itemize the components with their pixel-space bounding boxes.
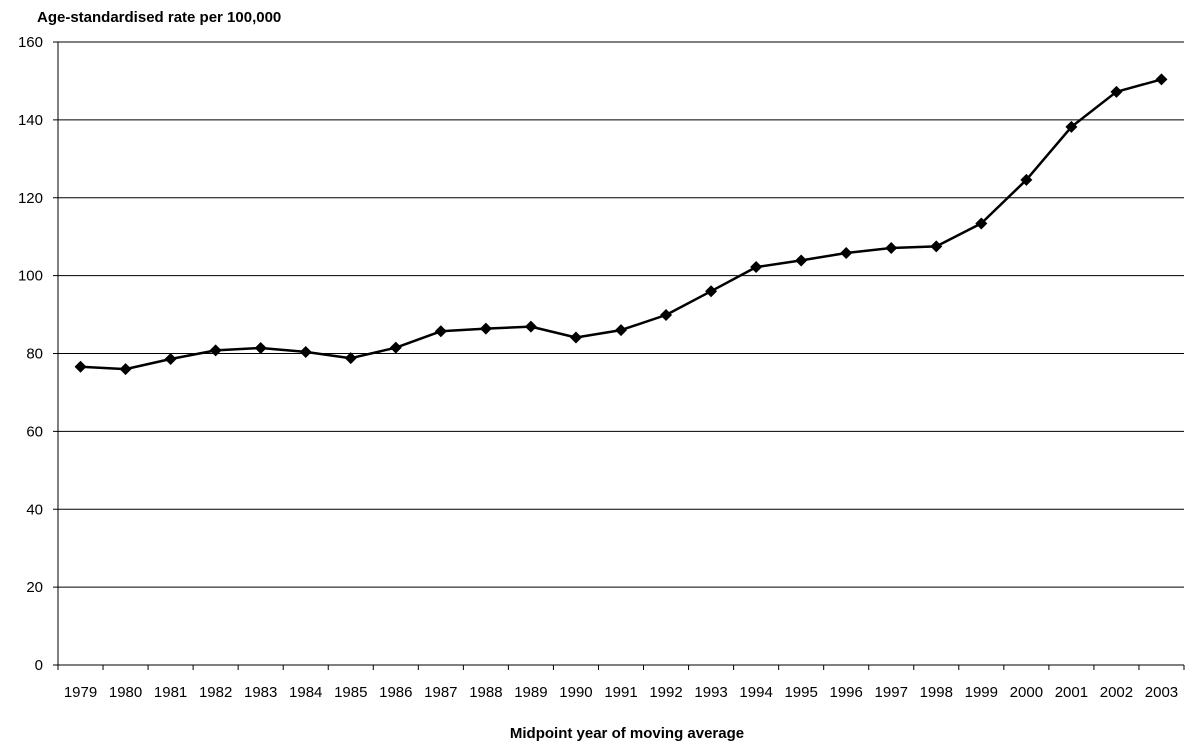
- data-point-2001: [1065, 120, 1078, 133]
- data-point-1988: [479, 322, 492, 335]
- x-tick-label: 1980: [109, 684, 142, 701]
- data-point-2002: [1110, 85, 1123, 98]
- x-tick-label: 1994: [739, 684, 772, 701]
- x-axis-ticks: 1979 1980 1981 1982 1983 1984 1985 1986 1987 1988…: [57, 665, 1185, 701]
- data-point-1993: [705, 285, 718, 298]
- x-tick-label: 1982: [199, 684, 232, 701]
- data-point-1995: [795, 254, 808, 267]
- x-tick-label: 1987: [424, 684, 457, 701]
- gridlines: [58, 41, 1184, 588]
- data-point-1979: [74, 360, 87, 373]
- x-tick-label: 1988: [469, 684, 502, 701]
- x-tick-label: 1991: [604, 684, 637, 701]
- data-point-1983: [254, 342, 267, 355]
- y-tick-label: 80: [26, 346, 43, 363]
- x-tick-label: 2001: [1055, 684, 1088, 701]
- x-tick-label: 1995: [784, 684, 817, 701]
- data-point-1982: [209, 344, 222, 357]
- x-tick-label: 1993: [694, 684, 727, 701]
- data-point-1991: [615, 324, 627, 337]
- y-axis-title: Age-standardised rate per 100,000: [37, 9, 281, 26]
- x-tick-label: 1981: [154, 684, 187, 701]
- y-tick-label: 40: [26, 501, 43, 518]
- data-point-1986: [389, 341, 402, 354]
- axes: [57, 42, 1184, 666]
- x-tick-label: 1999: [965, 684, 998, 701]
- data-point-1996: [840, 247, 853, 260]
- x-tick-label: 1992: [649, 684, 682, 701]
- y-tick-label: 120: [18, 190, 43, 207]
- y-tick-label: 140: [18, 112, 43, 129]
- x-tick-label: 2003: [1145, 684, 1178, 701]
- y-tick-label: 60: [26, 423, 43, 440]
- data-point-2003: [1155, 73, 1168, 86]
- x-tick-label: 2002: [1100, 684, 1133, 701]
- x-tick-label: 1996: [830, 684, 863, 701]
- data-point-2000: [1020, 173, 1033, 186]
- x-tick-label: 1990: [559, 684, 592, 701]
- x-tick-label: 1983: [244, 684, 277, 701]
- data-point-1987: [434, 325, 447, 338]
- y-tick-label: 100: [18, 268, 43, 285]
- data-point-1985: [344, 352, 357, 365]
- data-point-1989: [524, 320, 537, 333]
- data-markers: [74, 73, 1168, 376]
- y-tick-label: 160: [18, 34, 43, 51]
- data-point-1980: [119, 363, 132, 376]
- data-point-1981: [164, 352, 177, 365]
- x-tick-label: 1998: [920, 684, 953, 701]
- x-tick-label: 1986: [379, 684, 412, 701]
- x-tick-label: 1985: [334, 684, 367, 701]
- data-point-1992: [660, 308, 673, 321]
- data-point-1997: [885, 241, 898, 254]
- x-tick-label: 2000: [1010, 684, 1043, 701]
- data-point-1999: [975, 217, 988, 230]
- x-tick-label: 1979: [64, 684, 97, 701]
- y-tick-label: 20: [26, 579, 43, 596]
- x-tick-label: 1997: [875, 684, 908, 701]
- y-axis-ticks: 0 20 40 60 80 100 120 140 160: [18, 34, 58, 674]
- data-point-1994: [750, 261, 763, 274]
- data-point-1998: [930, 240, 943, 253]
- data-point-1984: [299, 345, 312, 358]
- x-tick-label: 1989: [514, 684, 547, 701]
- y-tick-label: 0: [35, 657, 43, 674]
- x-tick-label: 1984: [289, 684, 322, 701]
- data-point-1990: [569, 331, 582, 344]
- x-axis-title: Midpoint year of moving average: [510, 725, 744, 742]
